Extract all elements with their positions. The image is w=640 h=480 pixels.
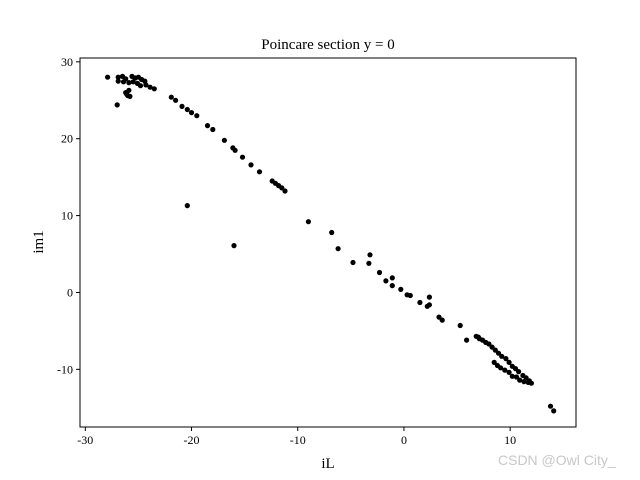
data-point: [115, 74, 121, 80]
data-point: [105, 74, 111, 80]
x-axis-label: iL: [321, 456, 334, 472]
data-point: [204, 123, 211, 129]
data-point: [464, 337, 470, 343]
data-point: [124, 91, 130, 97]
data-point: [184, 203, 190, 209]
data-point: [506, 359, 512, 365]
data-point: [232, 147, 238, 153]
data-point: [188, 110, 195, 116]
data-point: [383, 278, 389, 284]
y-tick-label: 10: [61, 209, 73, 223]
data-point: [407, 292, 413, 299]
data-point: [426, 302, 432, 308]
data-point: [126, 80, 132, 86]
data-point: [439, 317, 445, 323]
data-point: [256, 169, 263, 175]
data-point: [516, 369, 522, 375]
data-point: [389, 283, 395, 289]
y-tick-label: -10: [57, 362, 73, 376]
data-point: [367, 252, 373, 258]
data-point: [509, 373, 515, 379]
data-point: [115, 78, 121, 84]
data-point: [168, 94, 174, 100]
data-point: [130, 79, 136, 85]
y-axis-ticks: -10 0 10 20 30: [57, 55, 80, 376]
data-point: [335, 246, 341, 252]
data-point: [173, 97, 179, 103]
data-point: [551, 408, 557, 414]
data-point: [366, 260, 372, 266]
plot-area: [79, 57, 577, 428]
data-point: [503, 356, 509, 362]
data-point: [184, 106, 190, 113]
x-axis-ticks: -30 -20 -10 0 10: [77, 427, 516, 447]
data-point: [279, 185, 285, 191]
x-tick-label: -30: [77, 433, 93, 447]
data-point: [147, 84, 153, 90]
data-point: [143, 82, 149, 88]
x-tick-label: 0: [401, 433, 407, 447]
x-tick-label: -10: [290, 433, 306, 447]
data-point: [523, 375, 529, 381]
data-point: [506, 369, 512, 375]
data-point: [120, 79, 127, 85]
data-point: [498, 365, 504, 371]
data-point: [499, 353, 505, 359]
data-point: [547, 403, 554, 409]
data-point: [114, 102, 120, 108]
data-point: [151, 86, 157, 92]
data-point: [513, 374, 520, 380]
data-points: [105, 73, 557, 414]
data-point: [376, 269, 383, 276]
watermark-text: CSDN @Owl City_: [498, 452, 616, 468]
y-tick-label: 30: [61, 55, 73, 69]
data-point: [329, 229, 335, 236]
data-point: [248, 162, 254, 168]
data-point: [495, 350, 502, 356]
x-tick-label: -20: [184, 433, 200, 447]
data-point: [525, 379, 531, 385]
data-point: [389, 275, 395, 281]
data-point: [398, 286, 404, 292]
data-point: [491, 359, 497, 365]
data-point: [239, 154, 246, 160]
data-point: [282, 188, 288, 194]
data-point: [350, 259, 356, 266]
y-tick-label: 0: [67, 285, 73, 299]
data-point: [502, 367, 508, 373]
data-point: [137, 83, 144, 89]
data-point: [221, 137, 227, 143]
data-point: [210, 126, 216, 133]
data-point: [486, 341, 492, 347]
data-point: [521, 379, 527, 385]
data-point: [231, 243, 237, 249]
data-point: [517, 377, 523, 383]
y-tick-label: 20: [61, 132, 73, 146]
data-point: [457, 322, 463, 329]
data-point: [179, 103, 185, 109]
data-point: [492, 347, 498, 353]
data-point: [194, 113, 200, 119]
data-point: [417, 299, 423, 306]
data-point: [305, 219, 311, 225]
chart-title: Poincare section y = 0: [261, 37, 394, 53]
data-point: [426, 294, 432, 300]
data-point: [126, 87, 132, 93]
x-tick-label: 10: [504, 433, 516, 447]
y-axis-label: im1: [31, 230, 47, 253]
